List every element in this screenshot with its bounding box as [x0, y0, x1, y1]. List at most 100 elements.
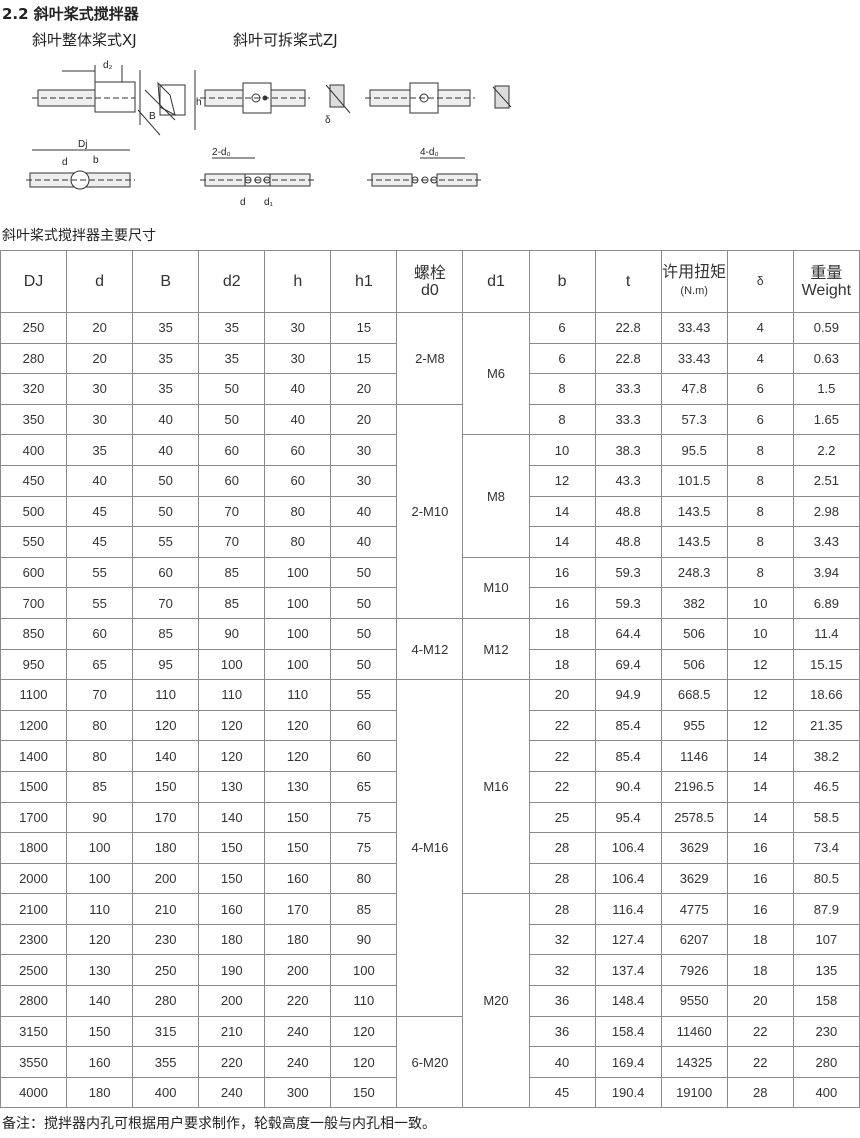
weight-en: Weight — [801, 281, 852, 299]
section-title: 2.2 斜叶桨式搅拌器 — [2, 5, 139, 23]
cell-b-width: 315 — [132, 1015, 200, 1048]
cell-b-width: 230 — [132, 923, 200, 956]
cell-b: 16 — [528, 556, 596, 589]
cell-t: 106.4 — [594, 832, 662, 864]
cell-delta: 8 — [726, 556, 794, 589]
cell-delta: 10 — [726, 617, 794, 650]
cell-weight: 73.4 — [792, 832, 860, 864]
cell-b-width: 50 — [132, 495, 200, 528]
table-row: 1100 70 110 110 110 55 4-M16 M16 20 94.9 668.5 12 18… — [0, 679, 860, 1017]
cell-b: 45 — [528, 1076, 596, 1109]
table-row: 1400 80 140 120 120 60 22 85.4 1146 14 38.2 — [0, 740, 860, 772]
cell-delta: 16 — [726, 893, 794, 925]
cell-h1: 85 — [330, 893, 398, 925]
cell-dj: 850 — [0, 617, 68, 650]
cell-torque: 2196.5 — [660, 770, 728, 803]
cell-t: 64.4 — [594, 617, 662, 650]
table-row: 2100 110 210 160 170 85 M20 28 116.4 4775 16 87.9 — [0, 893, 860, 1109]
cell-dj: 950 — [0, 648, 68, 681]
table-row: 2500 130 250 190 200 100 32 137.4 7926 18 135 — [0, 954, 860, 987]
cell-delta: 20 — [726, 985, 794, 1017]
col-header-h: h — [264, 250, 332, 313]
cell-b-width: 85 — [132, 617, 200, 650]
cell-dj: 550 — [0, 526, 68, 558]
cell-t: 137.4 — [594, 954, 662, 987]
cell-d1: M6 — [462, 311, 530, 436]
label-h: h — [196, 97, 202, 108]
cell-d1: M12 — [462, 617, 530, 681]
cell-h1: 15 — [330, 312, 398, 344]
bolt-en: d0 — [421, 281, 439, 299]
zj-top-view: 2-d₀ d d₁ — [200, 147, 315, 208]
table-row: 1200 80 120 120 120 60 22 85.4 955 12 21.35 — [0, 709, 860, 742]
table-row: 250 20 35 35 30 15 2-M8 M6 6 22.8 33.43 4 0.59 — [0, 311, 860, 436]
cell-delta: 22 — [726, 1046, 794, 1078]
cell-b: 28 — [528, 893, 596, 925]
cell-d2: 210 — [198, 1015, 266, 1048]
cell-dj: 1400 — [0, 740, 68, 772]
cell-h1: 20 — [330, 373, 398, 405]
cell-weight: 87.9 — [792, 893, 860, 925]
label-d: d — [62, 157, 68, 168]
cell-t: 85.4 — [594, 709, 662, 742]
cell-b-width: 110 — [132, 679, 200, 711]
cell-d2: 85 — [198, 556, 266, 589]
cell-b-width: 55 — [132, 526, 200, 558]
cell-delta: 4 — [726, 342, 794, 375]
xj-side-view: d₂ — [32, 60, 141, 125]
cell-h: 170 — [264, 893, 332, 925]
cell-d: 55 — [66, 556, 134, 589]
cell-delta: 18 — [726, 923, 794, 956]
cell-b: 32 — [528, 923, 596, 956]
cell-t: 69.4 — [594, 648, 662, 681]
cell-dj: 350 — [0, 403, 68, 436]
torque-cn: 许用扭矩 — [662, 263, 727, 281]
cell-weight: 280 — [792, 1046, 860, 1078]
cell-d: 80 — [66, 740, 134, 772]
cell-b: 32 — [528, 954, 596, 987]
cell-b: 36 — [528, 985, 596, 1017]
cell-delta: 4 — [726, 312, 794, 344]
cell-delta: 14 — [726, 740, 794, 772]
label-4-d0: 4-d₀ — [420, 147, 439, 158]
label-d1: d₁ — [264, 197, 274, 208]
cell-t: 127.4 — [594, 923, 662, 956]
cell-b-width: 140 — [132, 740, 200, 772]
technical-drawings: d₂ h B δ Dj d b — [26, 60, 512, 208]
col-header-dj: DJ — [0, 250, 68, 313]
cell-b-width: 40 — [132, 403, 200, 436]
cell-dj: 500 — [0, 495, 68, 528]
cell-d2: 180 — [198, 923, 266, 956]
cell-torque: 19100 — [660, 1076, 728, 1109]
cell-delta: 8 — [726, 434, 794, 466]
cell-b-width: 355 — [132, 1046, 200, 1078]
cell-h: 110 — [264, 679, 332, 711]
cell-h: 100 — [264, 556, 332, 589]
cell-weight: 15.15 — [792, 648, 860, 681]
cell-torque: 143.5 — [660, 526, 728, 558]
cell-d: 100 — [66, 832, 134, 864]
cell-torque: 57.3 — [660, 403, 728, 436]
cell-torque: 955 — [660, 709, 728, 742]
cell-delta: 8 — [726, 464, 794, 497]
cell-t: 22.8 — [594, 342, 662, 375]
cell-b: 8 — [528, 373, 596, 405]
cell-h1: 110 — [330, 985, 398, 1017]
cell-h: 300 — [264, 1076, 332, 1109]
cell-torque: 11460 — [660, 1015, 728, 1048]
cell-torque: 3629 — [660, 862, 728, 895]
cell-weight: 158 — [792, 985, 860, 1017]
cell-h1: 50 — [330, 556, 398, 589]
cell-b: 22 — [528, 740, 596, 772]
cell-b-width: 35 — [132, 342, 200, 375]
cell-torque: 33.43 — [660, 342, 728, 375]
variant-xj-label: 斜叶整体桨式XJ — [32, 31, 137, 49]
cell-b: 14 — [528, 495, 596, 528]
cell-delta: 28 — [726, 1076, 794, 1109]
cell-h: 150 — [264, 801, 332, 834]
cell-dj: 1500 — [0, 770, 68, 803]
cell-d2: 35 — [198, 342, 266, 375]
table-row: 400 35 40 60 60 30 M8 10 38.3 95.5 8 2.2 — [0, 434, 860, 558]
cell-b: 10 — [528, 434, 596, 466]
cell-b: 40 — [528, 1046, 596, 1078]
